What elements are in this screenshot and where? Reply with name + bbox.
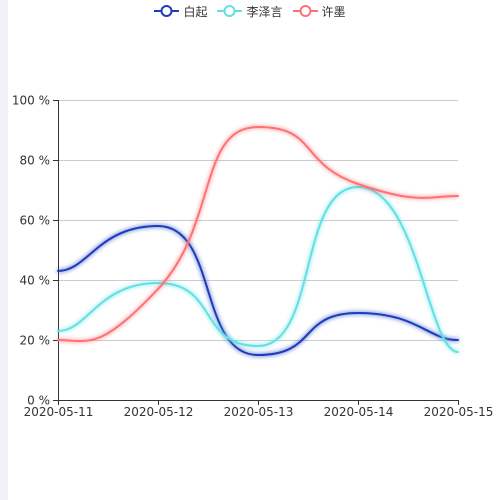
y-tick-label: 0 % — [27, 394, 50, 408]
chart-legend: 白起 李泽言 许墨 — [0, 2, 500, 20]
series-line-3[interactable] — [57, 126, 459, 343]
series-line-2[interactable] — [57, 186, 459, 353]
series-line-1[interactable] — [57, 225, 459, 356]
y-tick-label: 80 % — [20, 154, 51, 168]
y-tick-label: 20 % — [20, 334, 51, 348]
legend-item-3[interactable]: 许墨 — [292, 3, 346, 20]
x-tick-label: 2020-05-13 — [224, 405, 294, 419]
legend-line-circle-icon — [154, 5, 180, 17]
x-tick-label: 2020-05-12 — [124, 405, 194, 419]
legend-item-2[interactable]: 李泽言 — [217, 3, 283, 20]
x-tick-label: 2020-05-11 — [24, 405, 94, 419]
legend-line-circle-icon — [292, 5, 318, 17]
legend-line-circle-icon — [217, 5, 243, 17]
tick-labels: 0 % 20 % 40 % 60 % 80 % 100 % 2020-05-11 2020-0… — [12, 94, 494, 420]
left-edge-strip — [0, 0, 8, 500]
y-tick-label: 40 % — [20, 274, 51, 288]
y-tick-label: 60 % — [20, 214, 51, 228]
x-tick-label: 2020-05-14 — [324, 405, 394, 419]
x-tick-label: 2020-05-15 — [424, 405, 494, 419]
series-lines — [57, 126, 459, 356]
legend-item-1[interactable]: 白起 — [154, 3, 207, 20]
legend-label: 李泽言 — [246, 4, 283, 19]
y-tick-label: 100 % — [12, 94, 50, 108]
legend-label: 许墨 — [321, 4, 346, 19]
grid-lines — [58, 100, 458, 341]
legend-label: 白起 — [183, 4, 208, 19]
axes — [53, 100, 459, 405]
